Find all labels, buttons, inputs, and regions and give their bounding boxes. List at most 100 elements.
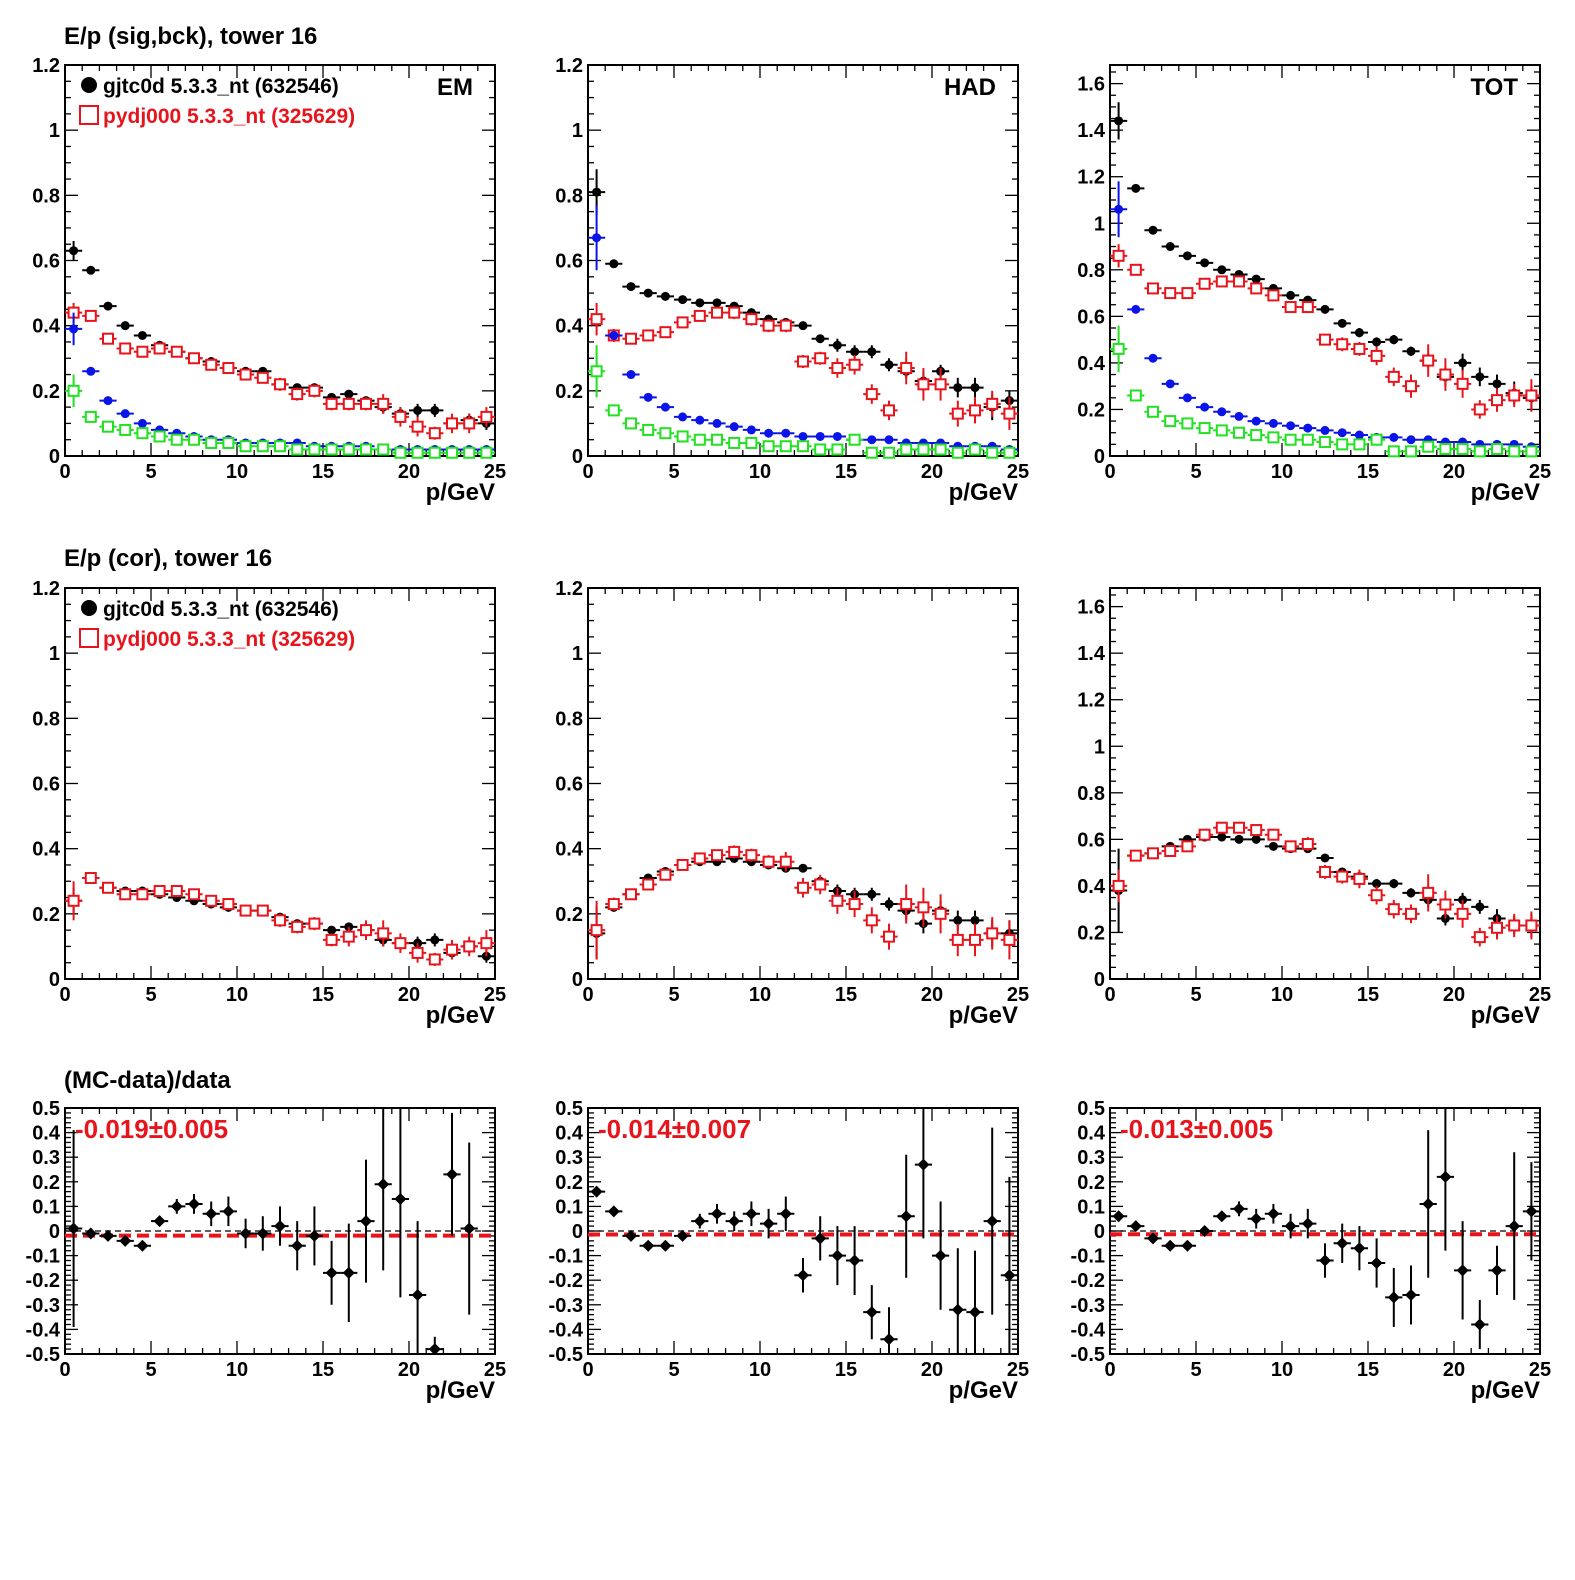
x-tick-label: 5 — [145, 984, 156, 1006]
point-marker — [1370, 889, 1383, 902]
point-marker — [411, 420, 424, 433]
x-tick-label: 25 — [484, 461, 506, 483]
y-tick-label: 0.4 — [1077, 1123, 1106, 1145]
x-tick-label: 5 — [1190, 461, 1201, 483]
point-marker — [1320, 425, 1330, 435]
point-marker — [1372, 337, 1382, 347]
point-marker — [953, 383, 963, 393]
point-marker — [239, 440, 252, 453]
x-tick-label: 20 — [1443, 984, 1465, 1006]
point-marker — [659, 1239, 672, 1252]
x-tick-label: 20 — [921, 461, 943, 483]
point-marker — [711, 1207, 723, 1220]
point-marker — [411, 1288, 424, 1301]
point-marker — [745, 436, 758, 449]
point-marker — [969, 443, 981, 456]
point-marker — [1508, 445, 1521, 458]
point-marker — [1405, 907, 1417, 920]
x-tick-label: 20 — [1443, 1359, 1465, 1381]
point-marker — [797, 440, 809, 453]
point-marker — [325, 933, 338, 946]
x-tick-label: 10 — [1271, 461, 1293, 483]
point-marker — [693, 852, 706, 865]
point-marker — [592, 233, 602, 243]
point-marker — [1198, 828, 1211, 841]
point-marker — [205, 1207, 218, 1220]
point-marker — [394, 1193, 407, 1206]
y-tick-label: 0.2 — [555, 381, 583, 403]
legend-marker-data — [81, 600, 97, 616]
point-marker — [1525, 389, 1538, 402]
y-tick-label: -0.4 — [549, 1319, 584, 1341]
point-marker — [137, 330, 147, 340]
y-tick-label: 0.6 — [32, 774, 60, 796]
y-tick-label: 0.4 — [32, 1123, 61, 1145]
point-marker — [1491, 921, 1503, 934]
point-marker — [205, 894, 218, 907]
point-marker — [1353, 342, 1366, 355]
point-marker — [884, 435, 894, 445]
point-marker — [274, 440, 286, 453]
point-marker — [325, 397, 338, 410]
point-marker — [239, 1227, 252, 1240]
y-tick-label: 0 — [572, 1221, 583, 1243]
point-marker — [1473, 1318, 1486, 1331]
point-marker — [831, 443, 844, 456]
point-marker — [1389, 432, 1399, 442]
point-marker — [1148, 225, 1158, 235]
y-tick-label: 1.4 — [1077, 643, 1106, 665]
point-marker — [188, 433, 200, 446]
point-marker — [728, 306, 741, 319]
point-marker — [1336, 870, 1349, 883]
point-marker — [969, 1306, 981, 1319]
point-marker — [867, 435, 877, 445]
point-marker — [120, 409, 130, 419]
point-marker — [1112, 879, 1125, 892]
point-marker — [360, 397, 372, 410]
point-marker — [642, 1239, 655, 1252]
point-marker — [1234, 411, 1244, 421]
legend-label-mc: pydj000 5.3.3_nt (325629) — [103, 628, 355, 651]
point-marker — [102, 420, 114, 433]
y-tick-label: 0.6 — [555, 774, 583, 796]
point-marker — [446, 446, 458, 459]
point-marker — [119, 1234, 132, 1247]
y-tick-label: 1.2 — [1077, 690, 1105, 712]
point-marker — [428, 446, 441, 459]
point-marker — [67, 384, 80, 397]
series-ratio — [65, 1108, 478, 1356]
point-marker — [274, 378, 286, 391]
legend-label-mc: pydj000 5.3.3_nt (325629) — [103, 105, 355, 128]
series-bck — [65, 374, 495, 459]
point-marker — [69, 246, 79, 256]
point-marker — [850, 347, 860, 357]
point-marker — [428, 427, 441, 440]
point-marker — [986, 1215, 999, 1228]
x-axis-label: p/GeV — [1471, 1377, 1540, 1404]
point-marker — [1389, 879, 1399, 889]
point-marker — [1473, 445, 1486, 458]
series-mc — [65, 871, 495, 966]
point-marker — [430, 935, 440, 945]
point-marker — [274, 1220, 286, 1233]
point-marker — [119, 888, 132, 901]
point-marker — [746, 425, 756, 435]
point-marker — [1003, 1269, 1016, 1282]
point-marker — [607, 404, 620, 417]
y-tick-label: 0 — [1094, 969, 1105, 991]
point-marker — [153, 885, 166, 898]
y-tick-label: 0.2 — [555, 1172, 583, 1194]
point-marker — [865, 446, 878, 459]
point-marker — [1370, 433, 1383, 446]
point-marker — [463, 417, 476, 430]
point-marker — [413, 405, 423, 415]
point-marker — [1215, 275, 1228, 288]
y-tick-label: 0.2 — [1077, 399, 1105, 421]
point-marker — [693, 433, 706, 446]
point-marker — [1267, 289, 1280, 302]
point-marker — [900, 362, 913, 375]
x-tick-label: 10 — [226, 461, 248, 483]
point-marker — [1508, 389, 1521, 402]
x-tick-label: 20 — [921, 1359, 943, 1381]
point-marker — [865, 388, 878, 401]
